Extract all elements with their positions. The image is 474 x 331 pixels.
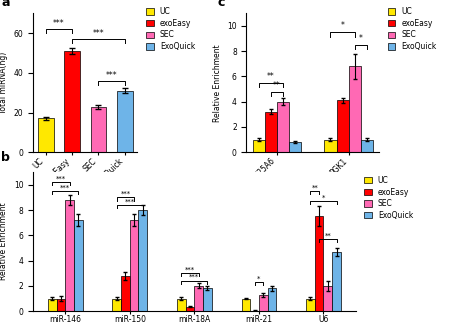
Text: ***: *** — [125, 198, 135, 204]
Text: **: ** — [267, 72, 275, 81]
Bar — [56, 299, 65, 311]
Bar — [315, 216, 323, 311]
Bar — [264, 112, 277, 152]
Bar — [121, 276, 130, 311]
Text: *: * — [359, 34, 363, 43]
Bar — [253, 140, 264, 152]
Text: **: ** — [273, 81, 281, 90]
Bar — [74, 220, 82, 311]
Text: c: c — [217, 0, 225, 9]
Text: ***: *** — [60, 184, 70, 190]
Text: *: * — [257, 275, 261, 281]
Text: **: ** — [311, 184, 318, 190]
Bar — [323, 286, 332, 311]
Text: ***: *** — [56, 176, 66, 182]
Bar — [177, 299, 186, 311]
Y-axis label: Total miRNA(ng): Total miRNA(ng) — [0, 52, 8, 114]
Bar — [130, 220, 138, 311]
Legend: UC, exoEasy, SEC, ExoQuick: UC, exoEasy, SEC, ExoQuick — [364, 176, 413, 220]
Legend: UC, exoEasy, SEC, ExoQuick: UC, exoEasy, SEC, ExoQuick — [388, 7, 437, 51]
Y-axis label: Relative Enrichment: Relative Enrichment — [212, 44, 221, 121]
Text: **: ** — [324, 232, 331, 238]
Bar — [91, 107, 106, 152]
Bar — [64, 51, 80, 152]
Bar — [65, 200, 74, 311]
Bar — [48, 299, 56, 311]
Text: *: * — [341, 21, 345, 30]
Text: ***: *** — [189, 274, 200, 280]
Bar — [38, 118, 54, 152]
Bar — [194, 286, 203, 311]
Bar — [349, 66, 361, 152]
Text: ***: *** — [93, 29, 104, 38]
Text: ***: *** — [185, 266, 195, 273]
Bar — [268, 288, 276, 311]
Text: *: * — [322, 195, 325, 201]
Legend: UC, exoEasy, SEC, ExoQuick: UC, exoEasy, SEC, ExoQuick — [146, 7, 195, 51]
Bar — [324, 140, 337, 152]
Text: a: a — [2, 0, 10, 9]
Bar — [242, 299, 250, 311]
Bar — [361, 140, 373, 152]
Bar — [250, 310, 259, 311]
Bar — [138, 210, 147, 311]
Text: ***: *** — [120, 191, 130, 197]
Bar — [259, 295, 268, 311]
Bar — [203, 288, 212, 311]
Bar — [289, 142, 301, 152]
Bar — [112, 299, 121, 311]
Y-axis label: Relative Enrichment: Relative Enrichment — [0, 203, 8, 280]
Text: ***: *** — [53, 19, 65, 28]
Bar — [117, 91, 133, 152]
Bar — [277, 102, 289, 152]
Bar — [337, 100, 349, 152]
Text: ***: *** — [106, 71, 118, 80]
Bar — [186, 307, 194, 311]
Bar — [332, 252, 341, 311]
Text: b: b — [1, 151, 10, 164]
Bar — [306, 299, 315, 311]
